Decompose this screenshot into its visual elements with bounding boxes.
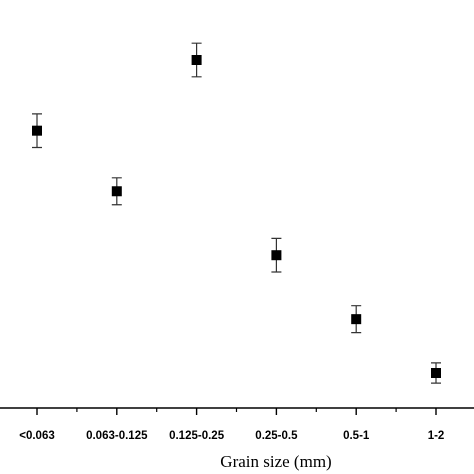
x-axis: <0.063 0.063-0.125 0.125-0.25 0.25-0.5 0.5-1… bbox=[0, 407, 474, 442]
x-axis-title: Grain size (mm) bbox=[220, 452, 331, 471]
data-point bbox=[351, 314, 362, 325]
data-point bbox=[431, 368, 441, 378]
x-tick-label: 1-2 bbox=[428, 430, 445, 442]
data-point bbox=[111, 186, 122, 197]
error-bars bbox=[32, 42, 441, 384]
data-point bbox=[271, 250, 282, 261]
x-tick-label: 0.5-1 bbox=[343, 430, 370, 442]
x-tick-label: 0.125-0.25 bbox=[169, 430, 225, 442]
x-tick-label: <0.063 bbox=[19, 430, 55, 442]
data-point bbox=[32, 125, 42, 136]
x-tick-label: 0.25-0.5 bbox=[255, 430, 298, 442]
data-point bbox=[191, 55, 202, 65]
x-tick-label: 0.063-0.125 bbox=[86, 430, 148, 442]
data-points bbox=[32, 55, 441, 378]
